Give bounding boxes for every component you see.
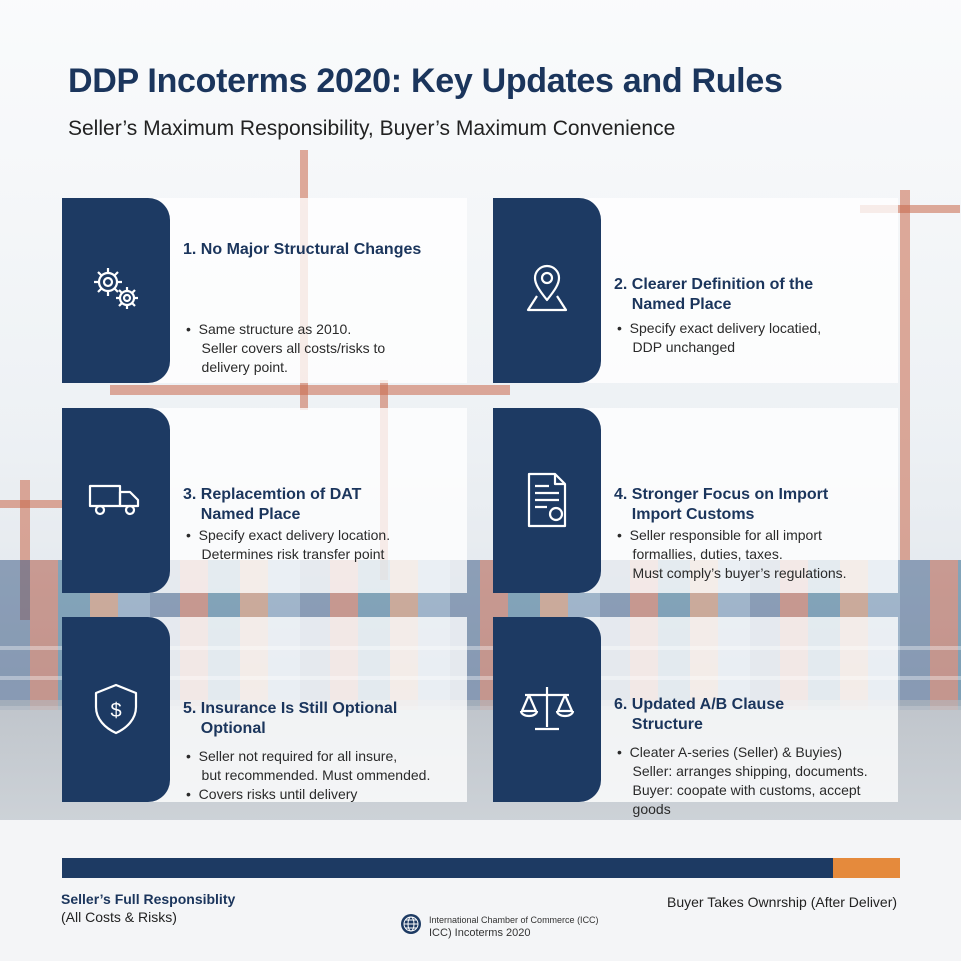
svg-text:$: $ (110, 700, 121, 722)
card-heading: 3. Replacemtion of DAT Named Place (183, 486, 362, 523)
card-replacement-dat: 3. Replacemtion of DAT Named Place • Spe… (62, 408, 467, 593)
card-no-major-changes: 1. No Major Structural Changes • Same st… (62, 198, 467, 383)
crane-boom (110, 385, 510, 395)
card-icon-panel (62, 198, 170, 383)
icc-name: International Chamber of Commerce (ICC) (429, 915, 599, 925)
responsibility-progress-bar (62, 858, 900, 878)
gears-icon (94, 268, 138, 309)
location-pin-icon (526, 264, 568, 312)
card-insurance: $ 5. Insurance Is Still Optional Optiona… (62, 617, 467, 802)
card-bullets: • Seller not required for all insure, bu… (186, 748, 431, 802)
crane-mast (20, 480, 30, 620)
card-bullets: • Same structure as 2010. Seller covers … (186, 321, 386, 375)
card-icon-panel (493, 617, 601, 802)
shield-dollar-icon: $ (94, 683, 138, 735)
card-import-customs: 4. Stronger Focus on Import Import Custo… (493, 408, 898, 593)
seller-responsibility-fill (62, 858, 833, 878)
page-title: DDP Incoterms 2020: Key Updates and Rule… (68, 62, 783, 100)
footer-band (0, 820, 961, 961)
scales-icon (519, 687, 575, 731)
crane-mast (900, 190, 910, 560)
page-subtitle: Seller’s Maximum Responsibility, Buyer’s… (68, 117, 676, 140)
seller-responsibility-label: Seller’s Full Responsiblity (All Costs &… (61, 891, 236, 925)
card-icon-panel (493, 198, 601, 383)
card-icon-panel (493, 408, 601, 593)
crane-boom (860, 205, 960, 213)
card-bullets: • Seller responsible for all import form… (617, 527, 847, 581)
card-heading: 2. Clearer Definition of the Named Place (614, 276, 814, 313)
buyer-ownership-segment (832, 858, 900, 878)
card-heading: 6. Updated A/B Clause Structure (614, 696, 785, 733)
globe-icon (401, 914, 421, 934)
card-icon-panel: $ (62, 617, 170, 802)
card-bullets: • Cleater A-series (Seller) & Buyies) Se… (617, 744, 868, 817)
card-heading: 4. Stronger Focus on Import Import Custo… (614, 486, 829, 523)
card-ab-clause: 6. Updated A/B Clause Structure • Cleate… (493, 617, 898, 817)
card-bullets: • Specify exact delivery locatied, DDP u… (617, 320, 822, 355)
icc-incoterms: ICC) Incoterms 2020 (429, 927, 531, 939)
card-icon-panel (62, 408, 170, 593)
card-heading: 1. No Major Structural Changes (183, 241, 422, 258)
buyer-ownership-label: Buyer Takes Ownrship (After Deliver) (667, 894, 898, 910)
card-bullets: • Specify exact delivery location. Deter… (186, 527, 391, 562)
card-named-place: 2. Clearer Definition of the Named Place… (493, 198, 898, 383)
card-heading: 5. Insurance Is Still Optional Optional (183, 700, 398, 737)
customs-document-icon (527, 472, 567, 528)
truck-icon (88, 484, 140, 516)
